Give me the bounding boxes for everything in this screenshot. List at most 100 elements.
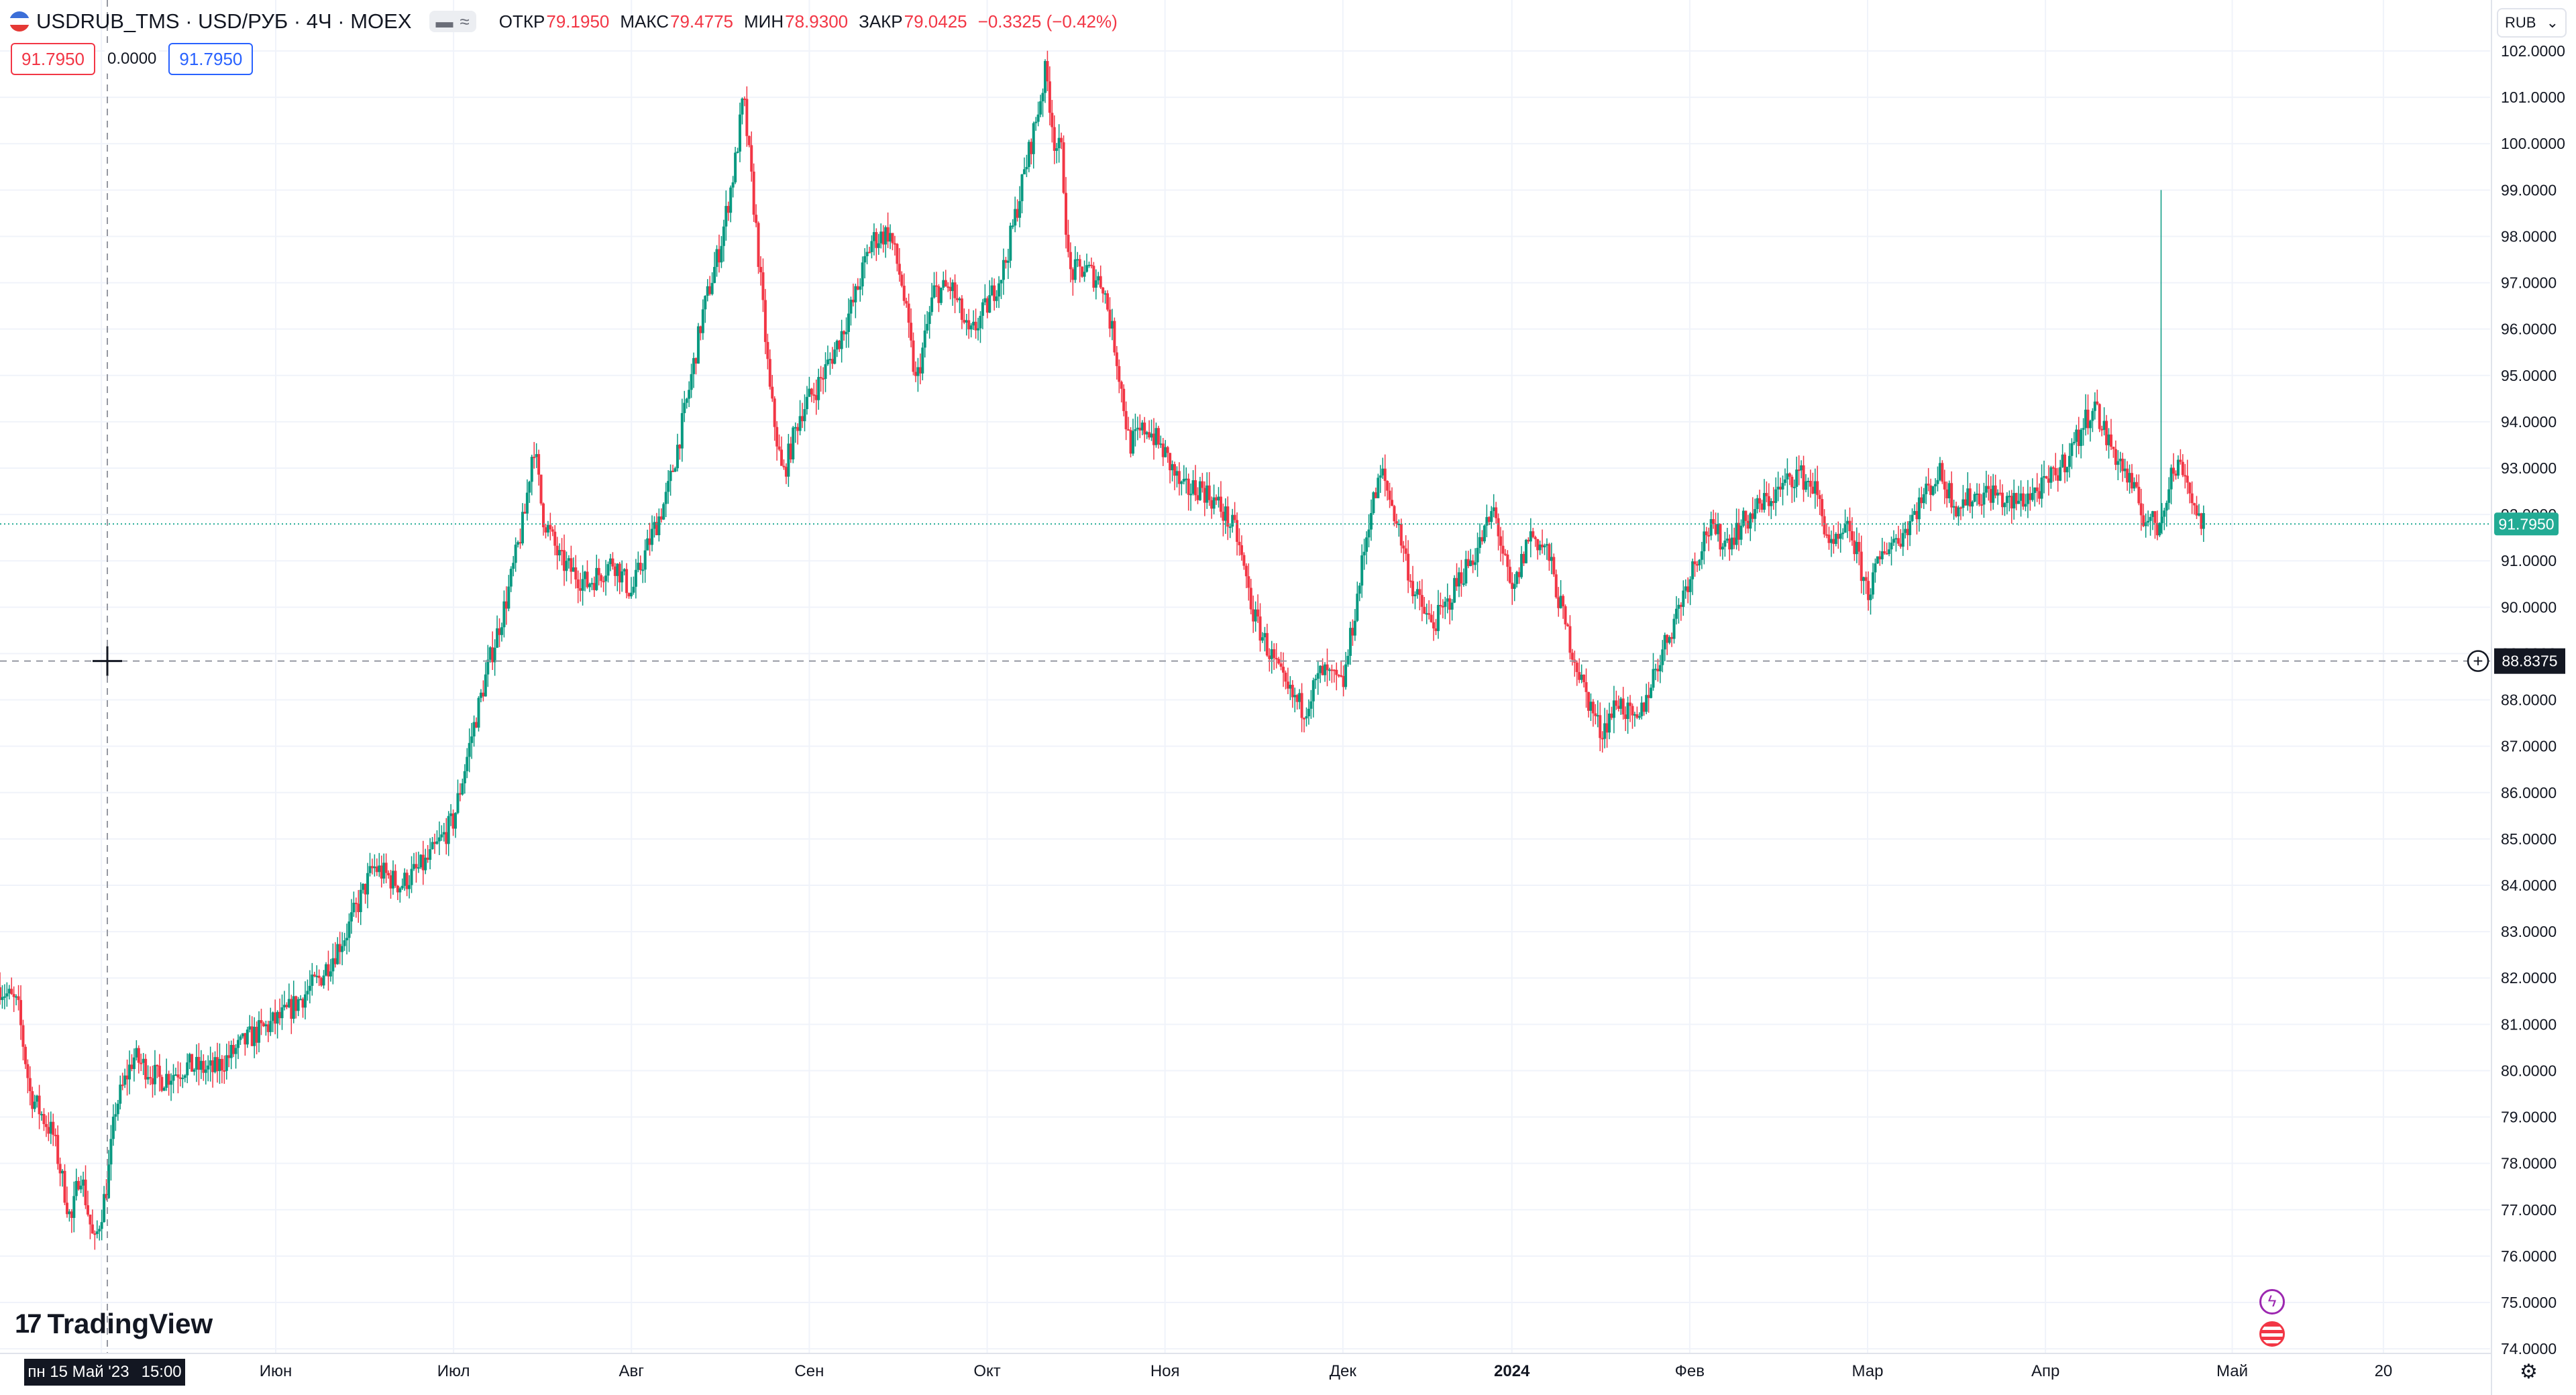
candle-body xyxy=(958,298,961,300)
candle-body xyxy=(2084,409,2088,429)
candle-body xyxy=(1730,537,1733,550)
open-value: 79.1950 xyxy=(546,11,610,32)
candle-body xyxy=(974,321,977,331)
plus-circle-icon[interactable] xyxy=(2467,650,2489,672)
candle-body xyxy=(845,331,848,335)
candle-body xyxy=(1744,510,1748,521)
candle-body xyxy=(1950,483,1953,508)
candle-body xyxy=(121,1084,124,1086)
candle-body xyxy=(736,152,739,154)
candle-body xyxy=(856,286,859,290)
crosshair-icon xyxy=(93,646,122,676)
price-tick-label: 100.0000 xyxy=(2501,135,2565,152)
candle-body xyxy=(1827,535,1831,543)
candle-body xyxy=(1797,469,1801,471)
candle-body xyxy=(611,558,614,567)
currency-select[interactable]: RUB ⌄ xyxy=(2497,8,2567,38)
candle-body xyxy=(651,528,654,545)
candle-body xyxy=(297,999,300,1011)
candle-body xyxy=(715,249,718,268)
candle-body xyxy=(2059,467,2062,481)
candle-body xyxy=(509,569,513,587)
candle-body xyxy=(648,538,651,545)
symbol-title[interactable]: USDRUB_TMS · USD/РУБ · 4Ч · MOEX xyxy=(36,9,412,33)
candle-body xyxy=(1205,485,1209,503)
tradingview-logo[interactable]: 17 TradingView xyxy=(15,1308,213,1340)
candle-body xyxy=(1182,478,1185,482)
candle-body xyxy=(86,1205,89,1215)
candle-body xyxy=(775,427,779,447)
candle-body xyxy=(2105,421,2108,445)
candle-body xyxy=(1952,506,1955,508)
candle-body xyxy=(1816,481,1819,496)
candle-body xyxy=(1000,280,1003,284)
candle-body xyxy=(565,561,568,571)
candle-body xyxy=(1901,533,1904,547)
candle-body xyxy=(183,1075,186,1078)
candle-body xyxy=(1356,594,1359,621)
time-axis[interactable]: МИюнИюлАвгСенОктНояДек2024ФевМарАпрМай20 xyxy=(95,1362,2392,1380)
candle-body xyxy=(410,869,413,885)
candle-body xyxy=(1430,614,1433,622)
candle-body xyxy=(341,946,344,952)
candle-body xyxy=(1781,483,1784,490)
candle-body xyxy=(1462,583,1465,585)
candle-body xyxy=(253,1027,256,1046)
candle-body xyxy=(1319,665,1322,673)
price-tick-label: 97.0000 xyxy=(2501,274,2557,292)
candle-body xyxy=(345,938,349,941)
time-tick-label: Июн xyxy=(260,1362,292,1380)
candle-body xyxy=(1837,534,1840,539)
candle-body xyxy=(458,793,462,795)
compare-icon[interactable]: ▬ ≈ xyxy=(429,11,476,32)
candle-body xyxy=(40,1114,44,1116)
candle-body xyxy=(669,470,672,482)
candle-body xyxy=(1166,447,1169,453)
candle-body xyxy=(2043,476,2046,478)
candle-body xyxy=(1858,542,1861,552)
candle-body xyxy=(1161,443,1165,457)
candle-body xyxy=(706,286,709,296)
candle-body xyxy=(1725,539,1729,541)
candle-body xyxy=(2121,458,2125,471)
candle-body xyxy=(1591,702,1595,714)
candle-body xyxy=(1014,209,1017,226)
candle-body xyxy=(1402,545,1405,549)
candle-body xyxy=(193,1069,196,1072)
candle-body xyxy=(752,171,755,215)
candle-body xyxy=(1670,636,1674,639)
candle-body xyxy=(1247,576,1250,588)
candle-body xyxy=(1800,465,1803,471)
flash-icon[interactable]: ϟ xyxy=(2259,1289,2285,1315)
candle-body xyxy=(1917,497,1921,520)
us-flag-icon[interactable] xyxy=(2259,1321,2285,1347)
candle-body xyxy=(1198,481,1201,500)
candle-body xyxy=(606,564,610,576)
candle-body xyxy=(449,813,453,816)
crosshair-date-label: пн 15 Май '23 15:00 xyxy=(24,1359,185,1386)
sell-button[interactable]: 91.7950 xyxy=(11,43,95,75)
candle-body xyxy=(322,975,325,986)
candle-body xyxy=(447,816,450,844)
price-tick-label: 84.0000 xyxy=(2501,877,2557,894)
candle-body xyxy=(1624,714,1627,719)
candle-body xyxy=(1481,537,1484,542)
candle-body xyxy=(2174,473,2178,476)
candle-body xyxy=(1705,531,1708,535)
candle-body xyxy=(1721,547,1724,550)
candle-body xyxy=(202,1060,205,1073)
candle-body xyxy=(1962,499,1965,508)
candle-body xyxy=(623,569,626,571)
price-axis[interactable]: 74.0000 75.0000 76.0000 77.0000 78.0000 79.00… xyxy=(2501,42,2565,1357)
candle-body xyxy=(299,999,303,1001)
candle-body xyxy=(2038,491,2041,499)
candle-body xyxy=(1568,626,1572,653)
settings-gear-icon[interactable]: ⚙ xyxy=(2520,1361,2538,1383)
candle-body xyxy=(655,522,658,536)
buy-button[interactable]: 91.7950 xyxy=(168,43,254,75)
candle-body xyxy=(1,997,4,1001)
candle-body xyxy=(359,889,362,912)
candle-body xyxy=(250,1026,254,1046)
candle-body xyxy=(722,226,725,246)
